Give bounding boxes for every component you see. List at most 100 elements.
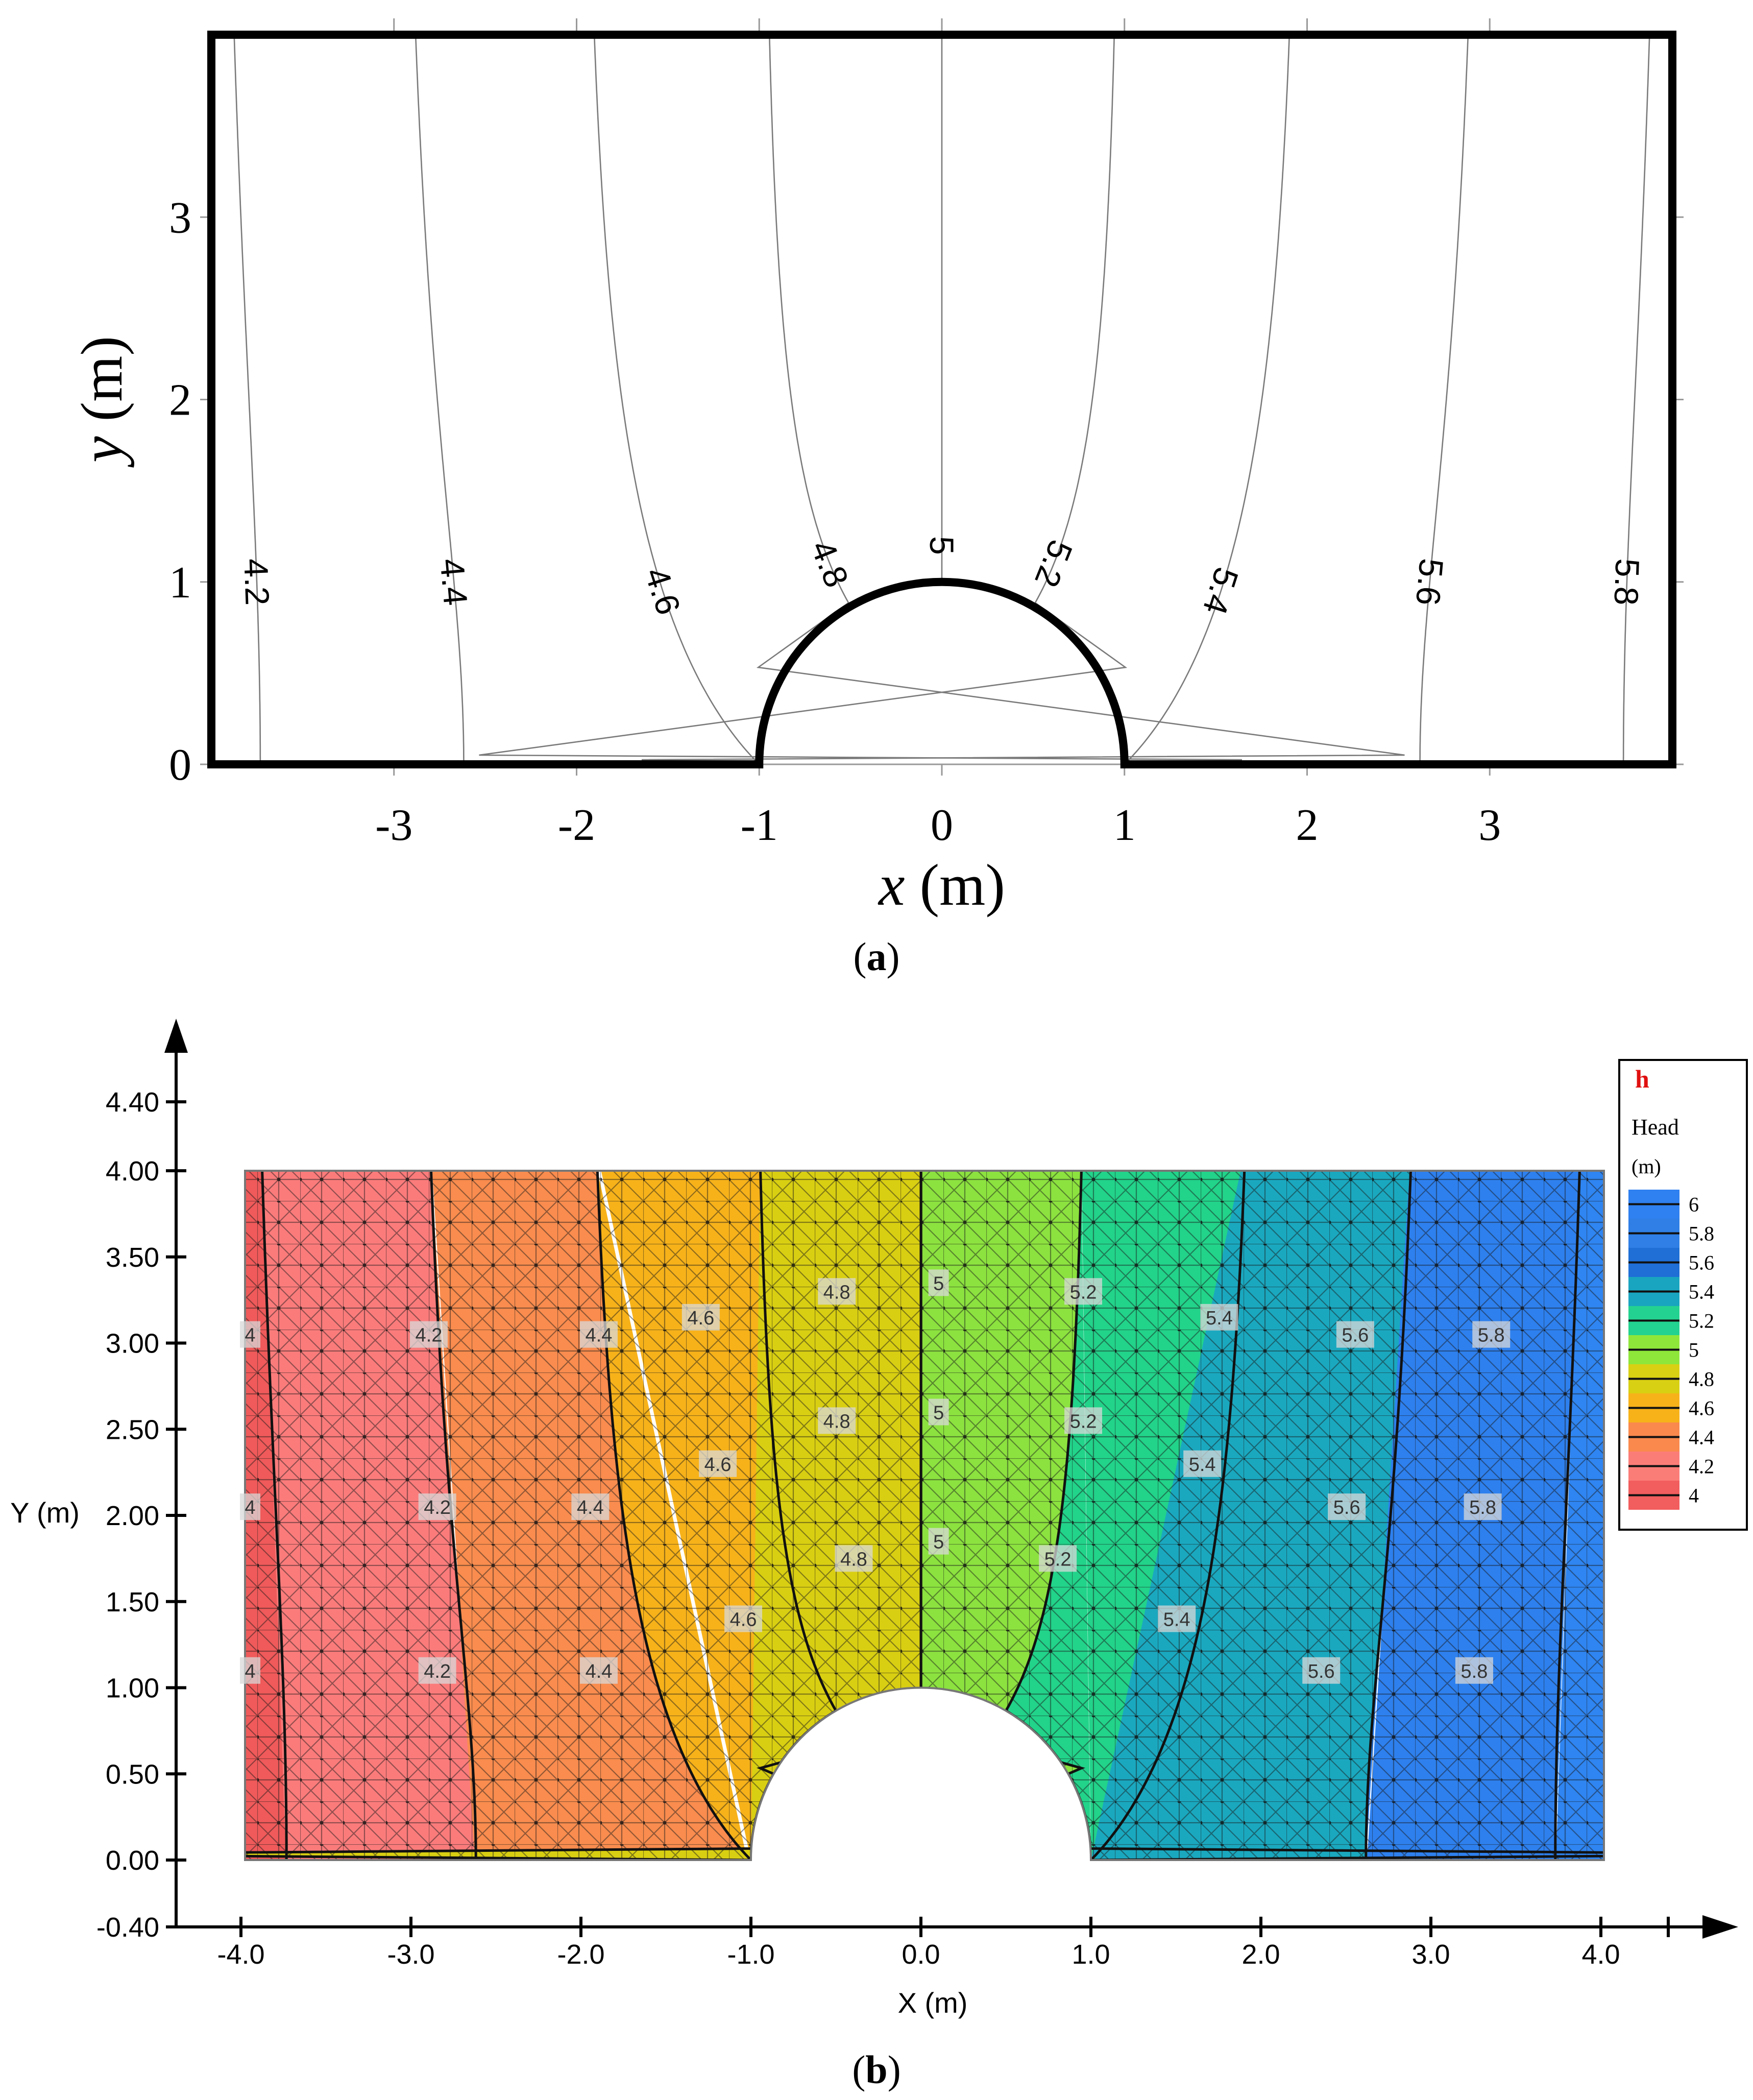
panel-a-contour-line bbox=[479, 35, 1243, 764]
panel-b-contour-label-box bbox=[1328, 1493, 1366, 1520]
panel-b-contour-label: 4 bbox=[240, 1657, 260, 1684]
panel-b-contour-label: 4.2 bbox=[410, 1321, 448, 1348]
panel-b-legend-item: 5.6 bbox=[1628, 1248, 1714, 1277]
panel-a-x-tick-label: 2 bbox=[1296, 801, 1319, 850]
panel-b-contour-label-box bbox=[571, 1493, 610, 1520]
panel-b-legend-label: 5 bbox=[1689, 1339, 1699, 1362]
panel-a-contour-line bbox=[593, 35, 760, 764]
panel-b-y-tick-label: 0.00 bbox=[106, 1845, 159, 1876]
panel-b-y-tick-label: -0.40 bbox=[96, 1912, 159, 1943]
panel-b-contour-label: 5.2 bbox=[1064, 1278, 1103, 1305]
panel-b-contour-label-box bbox=[818, 1407, 856, 1434]
panel-b-legend-label: 4.2 bbox=[1689, 1455, 1714, 1478]
panel-b-contour-label-text: 5 bbox=[933, 1273, 944, 1294]
panel-b-contour-label: 5.6 bbox=[1336, 1321, 1374, 1348]
panel-b-contour-label-box bbox=[240, 1493, 260, 1520]
panel-b-contour-label: 4 bbox=[240, 1493, 260, 1520]
panel-a-y-tick-label: 1 bbox=[169, 558, 191, 608]
panel-b-contour-label: 5.8 bbox=[1464, 1493, 1502, 1520]
panel-b-contour-label-text: 5 bbox=[933, 1403, 944, 1424]
panel-b-legend-item: 6 bbox=[1628, 1190, 1699, 1219]
panel-b-contour-label: 5.4 bbox=[1158, 1605, 1196, 1632]
panel-b-legend-item: 5.4 bbox=[1628, 1277, 1714, 1306]
panel-b-contour-line bbox=[1365, 1171, 1412, 1860]
panel-b-contour-label-text: 5.6 bbox=[1342, 1325, 1369, 1346]
panel-a-contour-line bbox=[641, 35, 1405, 764]
panel-b-contour-label-text: 4.2 bbox=[416, 1325, 443, 1346]
panel-b-contour-label: 5.4 bbox=[1183, 1450, 1222, 1477]
panel-a-contour-label: 5.6 bbox=[1409, 557, 1451, 607]
panel-b-contour-label-text: 5.8 bbox=[1461, 1661, 1488, 1682]
panel-b-contour-label-text: 4.8 bbox=[823, 1411, 850, 1432]
panel-a-contour-line bbox=[1124, 35, 1291, 764]
panel-b-contour-label: 4.4 bbox=[571, 1493, 610, 1520]
panel-b-x-tick-label: -1.0 bbox=[727, 1939, 774, 1970]
panel-b-legend-item: 4.6 bbox=[1628, 1393, 1714, 1422]
panel-b-contour-label-text: 4.6 bbox=[730, 1609, 757, 1631]
panel-b-contour-label-box bbox=[835, 1545, 873, 1572]
panel-b-contour-label-box bbox=[1039, 1545, 1077, 1572]
panel-b-contour-label: 4.4 bbox=[580, 1657, 618, 1684]
panel-a-y-axis-label: y (m) bbox=[69, 336, 135, 468]
panel-b-contour-label-box bbox=[1158, 1605, 1196, 1632]
panel-b-contour-labels: 4 4.2 4.4 4.6 4.8 5 5.2 5.4 5.6 5.8 4 4.2 4.4 4.6 4.8 5… bbox=[240, 1269, 1511, 1684]
panel-b-contour-label-box bbox=[818, 1278, 856, 1305]
panel-b-x-ticks: -4.0 -3.0 -2.0 -1.0 0.0 1.0 2.0 3.0 4.0 bbox=[217, 1917, 1620, 1970]
panel-b-y-tick-label: 4.00 bbox=[106, 1156, 159, 1187]
panel-b-contour-label-box bbox=[1064, 1278, 1103, 1305]
panel-a-chart: 4.2 4.4 4.6 4.8 5 5.2 5.4 5.6 5.8 -3 -2 -1 0 1 2 3 0 1 2… bbox=[69, 18, 1684, 918]
panel-a-x-tick-label: 3 bbox=[1478, 801, 1501, 850]
panel-a-contour-label: 4.4 bbox=[433, 557, 475, 607]
panel-b-contour-label: 5 bbox=[928, 1398, 949, 1426]
panel-a-contour-line bbox=[415, 35, 465, 764]
panel-a-y-tick-labels: 0 1 2 3 bbox=[169, 193, 191, 790]
panel-b-contour-label-box bbox=[1302, 1657, 1341, 1684]
panel-b-contour-label: 5.2 bbox=[1064, 1407, 1103, 1434]
panel-b-contour-label-text: 5.8 bbox=[1478, 1325, 1505, 1346]
panel-b-caption: (b) bbox=[852, 2047, 900, 2092]
panel-b-contour-label: 4.8 bbox=[818, 1278, 856, 1305]
panel-b-contour-line bbox=[261, 1171, 288, 1860]
panel-b-legend-unit: (m) bbox=[1632, 1155, 1661, 1178]
panel-b-contour-label-text: 4 bbox=[245, 1661, 255, 1682]
panel-b-contour-label-box bbox=[699, 1450, 737, 1477]
panel-b-contour-label: 5.8 bbox=[1455, 1657, 1493, 1684]
panel-b-contour-label: 4.6 bbox=[699, 1450, 737, 1477]
panel-b-legend-label: 4.6 bbox=[1689, 1397, 1714, 1420]
panel-b-contour-label-text: 5.2 bbox=[1070, 1411, 1097, 1432]
panel-b-contour-label: 5.8 bbox=[1472, 1321, 1511, 1348]
panel-b-legend-item: 5.2 bbox=[1628, 1306, 1714, 1335]
panel-b-contour-label: 4.2 bbox=[418, 1657, 456, 1684]
panel-b-y-tick-label: 0.50 bbox=[106, 1759, 159, 1790]
panel-b-contour-label-text: 4.8 bbox=[840, 1549, 867, 1570]
panel-a-contour-label: 5.8 bbox=[1607, 558, 1646, 606]
panel-b-contour-label: 4.4 bbox=[580, 1321, 618, 1348]
panel-b-y-tick-label: 1.50 bbox=[106, 1587, 159, 1618]
panel-b-legend-item: 4.2 bbox=[1628, 1452, 1714, 1481]
panel-a-y-tick-label: 3 bbox=[169, 193, 191, 243]
panel-b-contour-label-box bbox=[1464, 1493, 1502, 1520]
panel-a-x-tick-label: 1 bbox=[1113, 801, 1136, 850]
panel-a-y-tick-label: 2 bbox=[169, 376, 191, 425]
panel-b-contour-label-box bbox=[928, 1269, 949, 1296]
panel-b-y-tick-label: 2.50 bbox=[106, 1414, 159, 1445]
panel-b-contour-label-box bbox=[928, 1528, 949, 1555]
panel-b-y-ticks: -0.40 0.00 0.50 1.00 1.50 2.00 2.50 3.00 3.50 4.0… bbox=[96, 1087, 186, 1943]
panel-a-x-tick-label: -2 bbox=[558, 801, 595, 850]
panel-b-x-tick-label: 3.0 bbox=[1411, 1939, 1450, 1970]
panel-b-contour-label-text: 4.6 bbox=[704, 1454, 732, 1476]
panel-b-contour-label-box bbox=[580, 1321, 618, 1348]
panel-b-x-tick-label: -3.0 bbox=[387, 1939, 434, 1970]
panel-a-contour-line bbox=[1622, 35, 1650, 764]
panel-b-legend-label: 4.4 bbox=[1689, 1426, 1714, 1449]
panel-b-contour-label: 5.2 bbox=[1039, 1545, 1077, 1572]
panel-b-contour-line bbox=[596, 1171, 752, 1860]
panel-b-contour-label: 5.6 bbox=[1328, 1493, 1366, 1520]
panel-b-contour-label-box bbox=[580, 1657, 618, 1684]
panel-b-legend-item: 5 bbox=[1628, 1335, 1699, 1364]
panel-b-x-tick-label: 4.0 bbox=[1581, 1939, 1620, 1970]
panel-a-domain-boundary bbox=[207, 31, 1676, 768]
panel-b-legend-item: 4 bbox=[1628, 1481, 1699, 1510]
panel-b-contour-label: 4.6 bbox=[681, 1304, 720, 1331]
